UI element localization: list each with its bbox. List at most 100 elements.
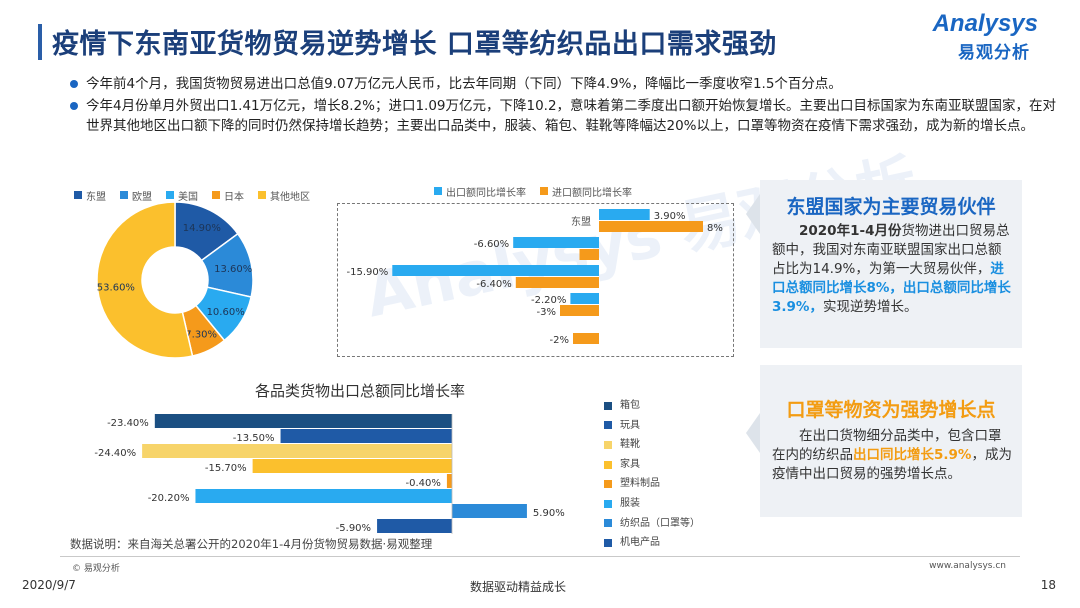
page-title: 疫情下东南亚货物贸易逆势增长 口罩等纺织品出口需求强劲: [52, 29, 777, 60]
category-legend: 箱包 玩具 鞋靴 家具 塑料制品 服装 纺织品（口罩等） 机电产品: [604, 396, 700, 553]
donut-legend-item-label: 东盟: [86, 191, 106, 203]
card1-title: 东盟国家为主要贸易伙伴: [786, 196, 996, 218]
category-legend-swatch: [604, 401, 612, 410]
trade-bar: [515, 277, 599, 288]
trade-growth-bar-chart: 东盟 3.90% 8% -6.60% -15.90% -6.40% -2.20%-3% -2%: [347, 209, 723, 346]
trade-bar-label: 3.90%: [654, 211, 686, 222]
source-note: 数据说明：来自海关总署公开的2020年1-4月份货物贸易数据·易观整理: [70, 537, 433, 551]
trade-bar-label: -6.60%: [474, 239, 509, 250]
trade-bar-label: -2.20%: [531, 295, 566, 306]
page-number: 18: [1040, 578, 1056, 592]
card-pointer: [746, 413, 760, 453]
trade-bar: [599, 221, 703, 232]
card1-text: 货物进出口贸易总额中，我国对东南亚联盟国家出口总额占比为14.9%，为第一大贸易…: [772, 223, 1010, 277]
donut-legend-item-label: 美国: [178, 191, 198, 203]
trade-bar: [599, 209, 650, 220]
category-legend-label: 玩具: [620, 419, 640, 431]
trade-category-label: 东盟: [571, 215, 591, 228]
category-legend-label: 服装: [620, 497, 640, 509]
donut-slice-label: 7.30%: [185, 329, 217, 340]
region-share-donut-chart: 14.90% 13.60% 10.60% 7.30% 53.60%: [96, 201, 254, 359]
footer-copyright: © 易观分析: [72, 564, 120, 574]
trade-growth-legend: 出口额同比增长率 进口额同比增长率: [434, 180, 646, 199]
trade-bar: [560, 305, 599, 316]
category-legend-swatch: [604, 440, 612, 449]
category-legend-item: 塑料制品: [604, 474, 700, 494]
category-legend-label: 家具: [620, 458, 640, 470]
category-legend-item: 服装: [604, 494, 700, 514]
donut-legend-item: 其他地区: [258, 188, 310, 203]
trade-bar-label: -3%: [537, 307, 556, 318]
card2-tail: ，成为疫情中出口贸易的强势增长点。: [772, 447, 1012, 482]
donut-legend-item: 东盟: [74, 188, 106, 203]
mask-growth-card: 口罩等物资为强势增长点 在出口货物细分品类中，包含口罩在内的纺织品出口同比增长5…: [746, 365, 1022, 517]
donut-legend-item-label: 欧盟: [132, 191, 152, 203]
category-bar-label: -5.90%: [336, 523, 371, 534]
footer-divider: [60, 556, 1020, 557]
category-legend-swatch: [604, 519, 612, 528]
category-bar: [377, 519, 452, 533]
logo-text-en: Analysys: [932, 10, 1038, 37]
trade-legend-item-label: 进口额同比增长率: [552, 187, 632, 199]
category-bar-label: -20.20%: [148, 493, 190, 504]
category-legend-swatch: [604, 460, 612, 469]
card1-tail: 实现逆势增长。: [822, 299, 918, 315]
trade-bar: [579, 249, 599, 260]
category-legend-item: 机电产品: [604, 533, 700, 553]
category-bar: [280, 429, 452, 443]
trade-legend-item: 进口额同比增长率: [540, 184, 632, 199]
category-bar: [252, 459, 452, 473]
donut-legend-item: 日本: [212, 188, 244, 203]
category-bar: [154, 414, 452, 428]
bullet-1: 今年前4个月，我国货物贸易进出口总值9.07万亿元人民币，比去年同期（下同）下降…: [70, 74, 1060, 94]
card2-body: 在出口货物细分品类中，包含口罩在内的纺织品出口同比增长5.9%，成为疫情中出口贸…: [772, 427, 1012, 484]
donut-legend-item-label: 日本: [224, 191, 244, 203]
donut-slice-label: 10.60%: [207, 307, 245, 318]
card1-highlight: 进口总额同比增长8%，出口总额同比增长3.9%，: [772, 261, 1011, 315]
footer-url[interactable]: www.analysys.cn: [929, 561, 1006, 571]
donut-legend: 东盟 欧盟 美国 日本 其他地区: [74, 184, 324, 203]
trade-legend-item-swatch: [540, 187, 548, 195]
category-legend-item: 家具: [604, 455, 700, 475]
category-legend-swatch: [604, 480, 612, 489]
donut-legend-item: 欧盟: [120, 188, 152, 203]
category-bar-label: 5.90%: [533, 508, 565, 519]
trade-bar: [513, 237, 599, 248]
trade-bar-label: -15.90%: [347, 267, 389, 278]
footer-slogan: 数据驱动精益成长: [470, 580, 567, 594]
summary-bullets: 今年前4个月，我国货物贸易进出口总值9.07万亿元人民币，比去年同期（下同）下降…: [70, 74, 1060, 138]
donut-legend-item-swatch: [74, 191, 82, 199]
card-pointer: [746, 194, 760, 234]
trade-legend-item-swatch: [434, 187, 442, 195]
category-bar-label: -15.70%: [205, 463, 247, 474]
category-legend-item: 玩具: [604, 416, 700, 436]
trade-legend-item: 出口额同比增长率: [434, 184, 526, 199]
donut-legend-item-swatch: [120, 191, 128, 199]
footer-date: 2020/9/7: [22, 578, 76, 592]
donut-legend-item-label: 其他地区: [270, 191, 310, 203]
trade-bar: [573, 333, 599, 344]
donut-slice-label: 14.90%: [183, 223, 221, 234]
donut-legend-item-swatch: [258, 191, 266, 199]
category-legend-label: 鞋靴: [620, 439, 640, 451]
donut-legend-item-swatch: [166, 191, 174, 199]
trade-bar-label: -2%: [550, 335, 569, 346]
asean-partner-card: 东盟国家为主要贸易伙伴 2020年1-4月份货物进出口贸易总额中，我国对东南亚联…: [746, 180, 1022, 348]
category-chart-title: 各品类货物出口总额同比增长率: [255, 382, 466, 400]
donut-legend-item-swatch: [212, 191, 220, 199]
logo-text-cn: 易观分析: [958, 43, 1030, 63]
category-bar-label: -0.40%: [406, 478, 441, 489]
trade-bar-label: 8%: [707, 223, 723, 234]
card2-highlight: 出口同比增长5.9%: [853, 447, 972, 463]
trade-bar-label: -6.40%: [476, 279, 511, 290]
category-legend-swatch: [604, 421, 612, 430]
card2-title: 口罩等物资为强势增长点: [786, 399, 996, 421]
card1-lead: 2020年1-4月份: [799, 223, 902, 239]
category-legend-item: 纺织品（口罩等）: [604, 514, 700, 534]
category-growth-bar-chart: -23.40% -13.50% -24.40% -15.70% -0.40% -20.20…: [94, 414, 565, 534]
donut-slice: [96, 201, 194, 359]
card2-text: 在出口货物细分品类中，包含口罩在内的纺织品: [772, 428, 1002, 463]
category-legend-label: 机电产品: [620, 537, 660, 549]
category-bar-label: -23.40%: [107, 418, 149, 429]
trade-bar: [392, 265, 599, 276]
